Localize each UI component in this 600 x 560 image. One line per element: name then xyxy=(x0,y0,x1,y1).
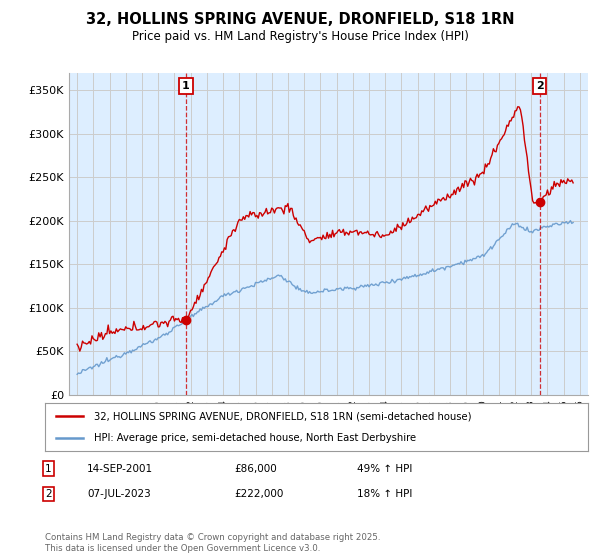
Text: 1: 1 xyxy=(182,81,190,91)
Text: 07-JUL-2023: 07-JUL-2023 xyxy=(87,489,151,499)
Text: £86,000: £86,000 xyxy=(234,464,277,474)
Text: 32, HOLLINS SPRING AVENUE, DRONFIELD, S18 1RN: 32, HOLLINS SPRING AVENUE, DRONFIELD, S1… xyxy=(86,12,514,27)
Text: 49% ↑ HPI: 49% ↑ HPI xyxy=(357,464,412,474)
Text: Contains HM Land Registry data © Crown copyright and database right 2025.
This d: Contains HM Land Registry data © Crown c… xyxy=(45,533,380,553)
Text: 32, HOLLINS SPRING AVENUE, DRONFIELD, S18 1RN (semi-detached house): 32, HOLLINS SPRING AVENUE, DRONFIELD, S1… xyxy=(94,411,472,421)
Text: HPI: Average price, semi-detached house, North East Derbyshire: HPI: Average price, semi-detached house,… xyxy=(94,433,416,443)
Text: 18% ↑ HPI: 18% ↑ HPI xyxy=(357,489,412,499)
Text: £222,000: £222,000 xyxy=(234,489,283,499)
Text: 1: 1 xyxy=(45,464,52,474)
Text: 14-SEP-2001: 14-SEP-2001 xyxy=(87,464,153,474)
Text: Price paid vs. HM Land Registry's House Price Index (HPI): Price paid vs. HM Land Registry's House … xyxy=(131,30,469,43)
Text: 2: 2 xyxy=(45,489,52,499)
Text: 2: 2 xyxy=(536,81,544,91)
